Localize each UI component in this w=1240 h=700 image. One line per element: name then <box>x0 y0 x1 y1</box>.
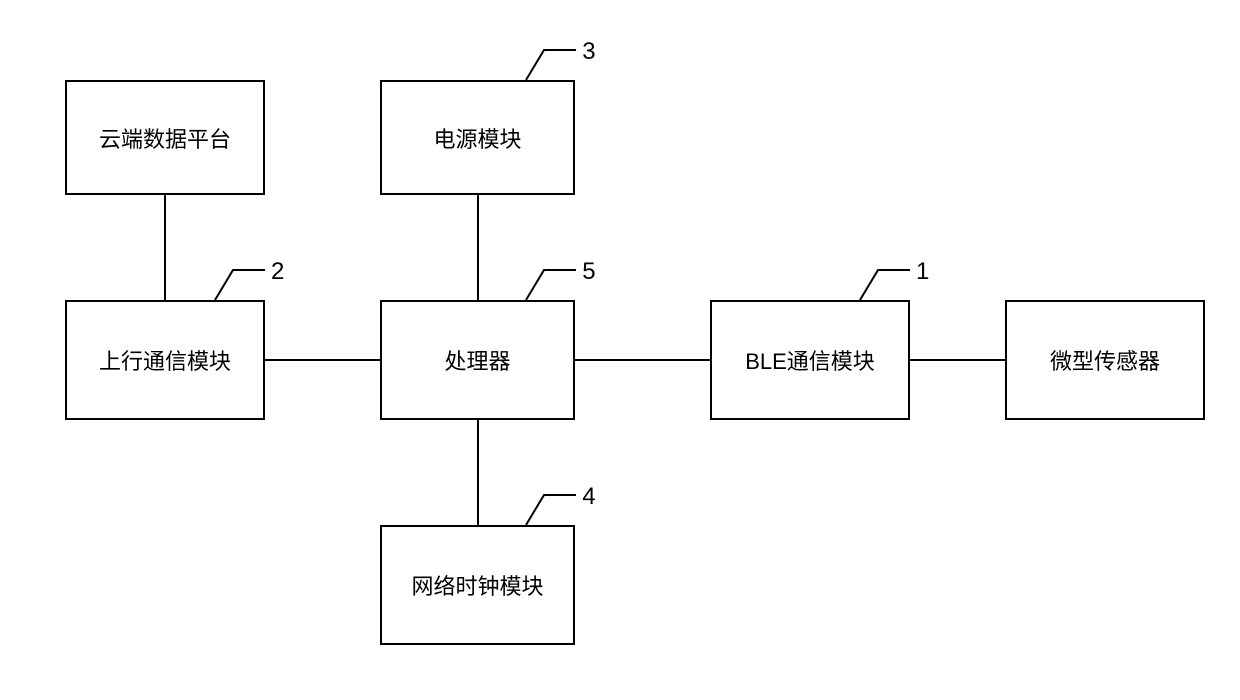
edge-cloud-uplink <box>164 195 166 300</box>
edge-cpu-ble <box>575 359 710 361</box>
edge-ble-sensor <box>910 359 1005 361</box>
node-netclock: 网络时钟模块 <box>380 525 575 645</box>
edge-power-cpu <box>477 195 479 300</box>
node-ble: BLE通信模块 <box>710 300 910 420</box>
edge-uplink-cpu <box>265 359 380 361</box>
callout-number-cpu: 5 <box>582 258 595 286</box>
callout-flag-uplink <box>213 268 267 302</box>
node-power: 电源模块 <box>380 80 575 195</box>
callout-number-power: 3 <box>582 38 595 66</box>
edge-cpu-netclock <box>477 420 479 525</box>
callout-number-uplink: 2 <box>271 258 284 286</box>
callout-number-netclock: 4 <box>582 483 595 511</box>
callout-flag-ble <box>858 268 912 302</box>
node-sensor: 微型传感器 <box>1005 300 1205 420</box>
callout-flag-cpu <box>524 268 578 302</box>
node-cloud: 云端数据平台 <box>65 80 265 195</box>
node-uplink: 上行通信模块 <box>65 300 265 420</box>
node-cpu: 处理器 <box>380 300 575 420</box>
callout-flag-netclock <box>524 493 578 527</box>
callout-flag-power <box>524 48 578 82</box>
callout-number-ble: 1 <box>916 258 929 286</box>
